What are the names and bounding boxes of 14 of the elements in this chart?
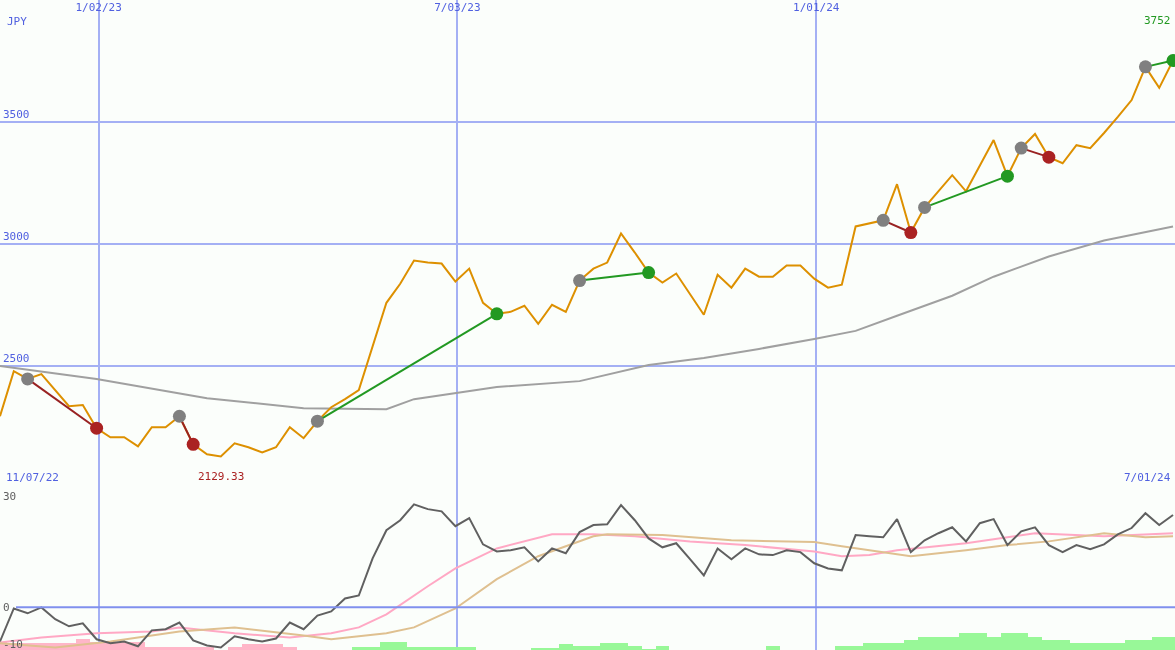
x-tick-label: 1/02/23 xyxy=(75,0,122,14)
y-tick-label: -10 xyxy=(3,638,23,650)
annotation: 2129.33 xyxy=(198,470,245,483)
x-tick-label: 7/03/23 xyxy=(434,0,481,14)
y-tick-label: 0 xyxy=(3,601,10,615)
x-tick-label: 1/01/24 xyxy=(793,0,840,14)
y-tick-label: 30 xyxy=(3,490,17,504)
y-axis-title: JPY xyxy=(7,15,28,28)
y-tick-label: 3000 xyxy=(3,230,30,244)
annotation: 3752 xyxy=(1144,14,1171,27)
y-tick-label: 2500 xyxy=(3,352,30,366)
annotation: 7/01/24 xyxy=(1124,471,1171,484)
y-tick-label: 3500 xyxy=(3,108,30,122)
annotation: 11/07/22 xyxy=(6,471,59,484)
